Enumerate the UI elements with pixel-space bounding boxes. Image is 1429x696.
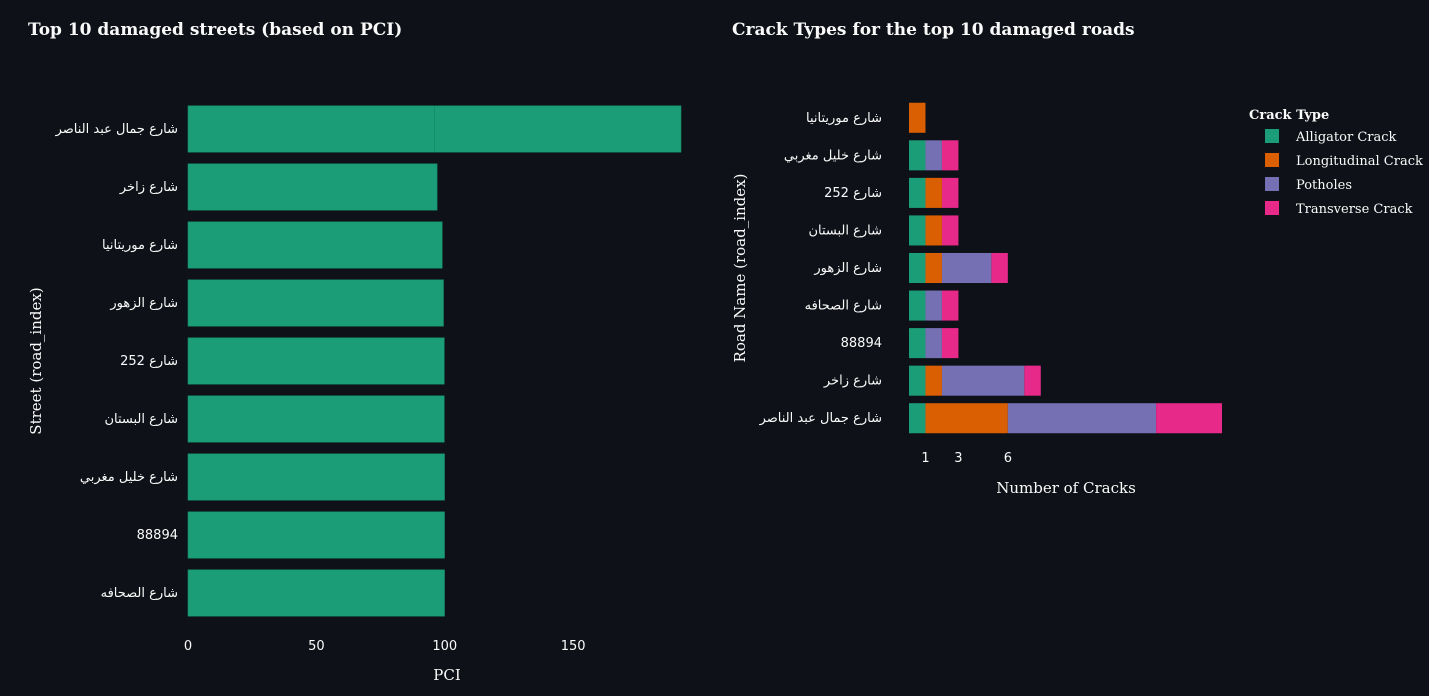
pci-x-tick: 150 — [561, 639, 586, 654]
pci-bar — [187, 221, 443, 269]
pci-category-label: شارع جمال عبد الناصر — [55, 122, 178, 137]
crack-bar-segment — [909, 365, 926, 396]
pci-chart-panel: Top 10 damaged streets (based on PCI) شا… — [0, 0, 714, 696]
crack-category-label: شارع البستان — [808, 223, 882, 238]
crack-bar-segment — [941, 290, 959, 321]
crack-chart-title: Crack Types for the top 10 damaged roads — [732, 20, 1135, 40]
crack-category-label: شارع جمال عبد الناصر — [759, 411, 882, 426]
crack-bar-segment — [941, 177, 959, 208]
crack-category-label: 88894 — [841, 336, 882, 351]
crack-bar-segment — [941, 140, 959, 171]
pci-bar — [187, 453, 445, 501]
pci-category-label: شارع 252 — [120, 354, 178, 369]
pci-bar — [187, 511, 445, 559]
pci-category-label: شارع الزهور — [109, 296, 178, 311]
legend-swatch[interactable] — [1265, 177, 1279, 191]
crack-category-label: شارع موريتانيا — [806, 111, 882, 126]
crack-category-label: شارع الصحافه — [805, 299, 882, 314]
pci-category-label: شارع موريتانيا — [102, 238, 178, 253]
crack-bar-segment — [925, 140, 942, 171]
crack-y-axis-title: Road Name (road_index) — [731, 174, 749, 363]
crack-bar-segment — [941, 252, 992, 284]
pci-bar — [187, 569, 445, 617]
pci-y-axis-title: Street (road_index) — [27, 287, 45, 434]
crack-bar-segment — [909, 328, 926, 359]
legend-swatch[interactable] — [1265, 153, 1279, 167]
crack-bar-segment — [909, 290, 926, 321]
pci-chart-svg: شارع جمال عبد الناصر شارع زاخر شارع موريتا… — [27, 105, 682, 684]
crack-x-tick: 1 — [921, 451, 929, 466]
crack-bar-segment — [909, 252, 926, 284]
pci-bar — [187, 279, 444, 327]
pci-bar — [187, 337, 445, 385]
crack-bar-segment — [909, 403, 926, 434]
crack-bar-segment — [925, 328, 942, 359]
crack-bar-segment — [941, 215, 959, 246]
crack-bar-segment — [909, 140, 926, 171]
pci-chart-title: Top 10 damaged streets (based on PCI) — [28, 20, 403, 40]
crack-chart-svg: شارع موريتانيا شارع خليل مغربي شارع 252 شار… — [731, 102, 1423, 497]
pci-bar — [187, 163, 438, 211]
legend-item-label[interactable]: Potholes — [1296, 178, 1352, 193]
crack-bar-segment — [1156, 403, 1222, 434]
crack-bar-segment — [925, 215, 942, 246]
crack-bar-segment — [925, 177, 942, 208]
crack-category-label: شارع 252 — [824, 186, 882, 201]
pci-category-label: شارع خليل مغربي — [80, 470, 178, 485]
crack-bar-segment — [925, 252, 942, 284]
legend-swatch[interactable] — [1265, 129, 1279, 143]
crack-bar-segment — [925, 365, 942, 396]
crack-bar-segment — [909, 215, 926, 246]
pci-bar — [434, 105, 682, 153]
pci-x-axis-title: PCI — [433, 666, 461, 684]
crack-bar-segment — [991, 252, 1008, 284]
crack-chart-panel: Crack Types for the top 10 damaged roads… — [714, 0, 1429, 696]
pci-x-tick: 0 — [184, 639, 192, 654]
pci-category-label: شارع الصحافه — [101, 586, 178, 601]
crack-x-tick: 6 — [1004, 451, 1012, 466]
legend-item-label[interactable]: Transverse Crack — [1296, 202, 1413, 217]
legend-swatch[interactable] — [1265, 201, 1279, 215]
legend-item-label[interactable]: Alligator Crack — [1295, 130, 1397, 145]
crack-category-label: شارع الزهور — [813, 261, 882, 276]
crack-bar-segment — [925, 403, 1008, 434]
pci-bar — [187, 395, 445, 443]
pci-category-label: شارع البستان — [104, 412, 178, 427]
pci-x-tick: 100 — [432, 639, 457, 654]
crack-x-tick: 3 — [954, 451, 962, 466]
pci-category-label: شارع زاخر — [119, 180, 178, 195]
crack-category-label: شارع خليل مغربي — [784, 148, 882, 163]
crack-bar-segment — [1024, 365, 1041, 396]
crack-bar-segment — [1007, 403, 1157, 434]
crack-bar-segment — [925, 290, 942, 321]
legend-title: Crack Type — [1249, 108, 1329, 123]
crack-bar-segment — [941, 365, 1025, 396]
crack-x-axis-title: Number of Cracks — [996, 479, 1136, 497]
crack-bar-segment — [941, 328, 959, 359]
pci-x-tick: 50 — [308, 639, 325, 654]
pci-bar — [187, 105, 435, 153]
legend-item-label[interactable]: Longitudinal Crack — [1296, 154, 1423, 169]
crack-bar-segment — [909, 177, 926, 208]
crack-category-label: شارع زاخر — [823, 374, 882, 389]
crack-bar-segment — [909, 102, 926, 133]
pci-category-label: 88894 — [137, 528, 178, 543]
